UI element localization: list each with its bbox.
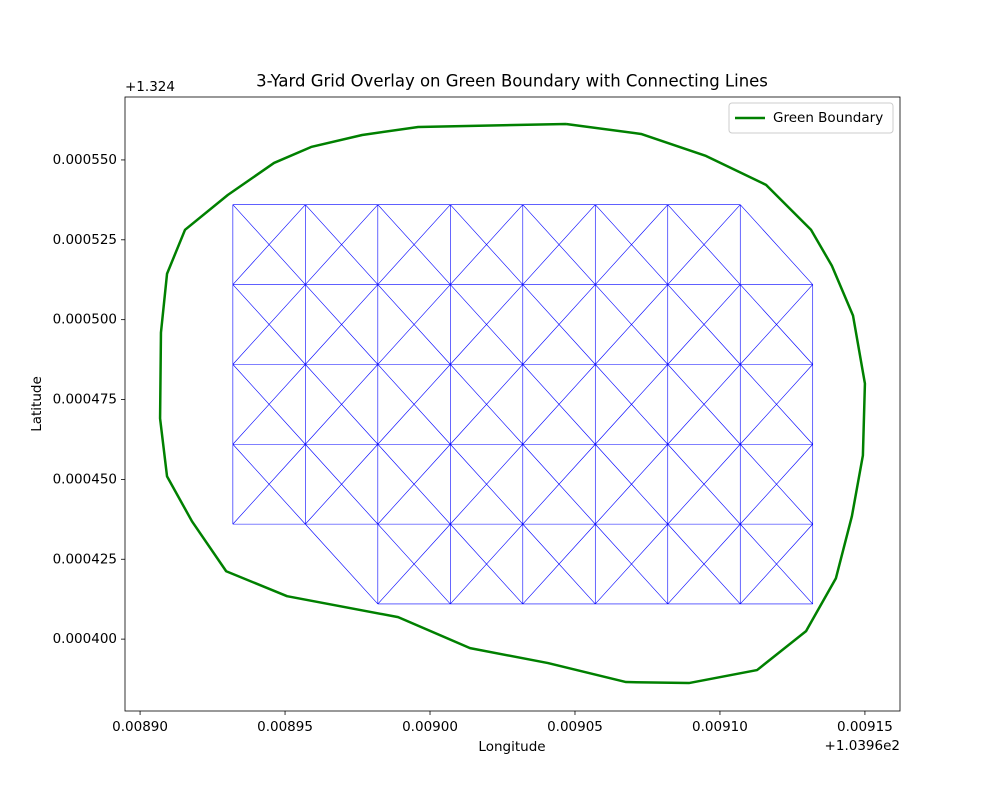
grid-connection bbox=[740, 204, 813, 285]
y-tick-label: 0.000425 bbox=[53, 551, 117, 567]
y-tick-label: 0.000550 bbox=[53, 152, 117, 168]
grid-connection bbox=[232, 364, 306, 445]
axes-frame bbox=[124, 96, 901, 712]
boundary-line bbox=[158, 122, 867, 685]
grid-connection bbox=[522, 444, 596, 525]
x-tick-label: 0.00915 bbox=[837, 719, 893, 735]
y-tick-label: 0.000450 bbox=[53, 471, 117, 487]
grid-connection bbox=[667, 523, 741, 605]
grid-connection bbox=[232, 444, 306, 525]
legend-label: Green Boundary bbox=[773, 110, 883, 126]
y-offset-label: +1.324 bbox=[125, 79, 175, 95]
grid-connection bbox=[522, 523, 596, 605]
grid-connection bbox=[595, 284, 668, 365]
grid-connection bbox=[740, 364, 813, 445]
x-tick-label: 0.00905 bbox=[547, 719, 603, 735]
grid-connection bbox=[305, 284, 379, 365]
grid-connection bbox=[377, 204, 451, 285]
grid-connection bbox=[232, 204, 306, 285]
grid-connection bbox=[667, 204, 741, 285]
grid-connection bbox=[740, 444, 813, 525]
grid-connection bbox=[595, 444, 668, 525]
grid-connection bbox=[232, 284, 306, 365]
grid-connection bbox=[450, 284, 524, 365]
x-offset-label: +1.0396e2 bbox=[825, 738, 900, 754]
x-axis-label: Longitude bbox=[478, 739, 545, 755]
grid-connection bbox=[305, 523, 379, 605]
grid-connection bbox=[305, 444, 379, 525]
grid-connection bbox=[595, 204, 668, 285]
y-tick-label: 0.000525 bbox=[53, 232, 117, 248]
chart-title: 3-Yard Grid Overlay on Green Boundary wi… bbox=[256, 72, 768, 91]
grid-connection bbox=[595, 364, 668, 445]
grid-connection bbox=[377, 364, 451, 445]
grid-connection bbox=[450, 523, 524, 605]
x-tick-label: 0.00895 bbox=[257, 719, 313, 735]
grid-connection bbox=[667, 284, 741, 365]
grid-connection bbox=[377, 444, 451, 525]
grid-connection bbox=[667, 364, 741, 445]
y-axis-label: Latitude bbox=[29, 376, 45, 432]
x-tick-label: 0.00900 bbox=[402, 719, 458, 735]
grid-connection bbox=[305, 204, 379, 285]
grid-connection bbox=[740, 284, 813, 365]
grid-connection bbox=[377, 523, 451, 605]
y-tick-label: 0.000475 bbox=[53, 392, 117, 408]
x-tick-label: 0.00910 bbox=[692, 719, 748, 735]
grid-connection bbox=[450, 204, 524, 285]
grid-connection bbox=[450, 444, 524, 525]
grid-connection bbox=[522, 364, 596, 445]
grid-connection bbox=[450, 364, 524, 445]
grid-connection bbox=[740, 523, 813, 605]
grid-connection bbox=[522, 204, 596, 285]
grid-connection bbox=[377, 284, 451, 365]
grid-connection bbox=[667, 444, 741, 525]
grid-connection bbox=[595, 523, 668, 605]
grid-connection bbox=[305, 364, 379, 445]
y-tick-label: 0.000500 bbox=[53, 312, 117, 328]
y-tick-label: 0.000400 bbox=[53, 631, 117, 647]
grid-connection bbox=[522, 284, 596, 365]
x-tick-label: 0.00890 bbox=[112, 719, 168, 735]
legend-box bbox=[728, 102, 894, 134]
